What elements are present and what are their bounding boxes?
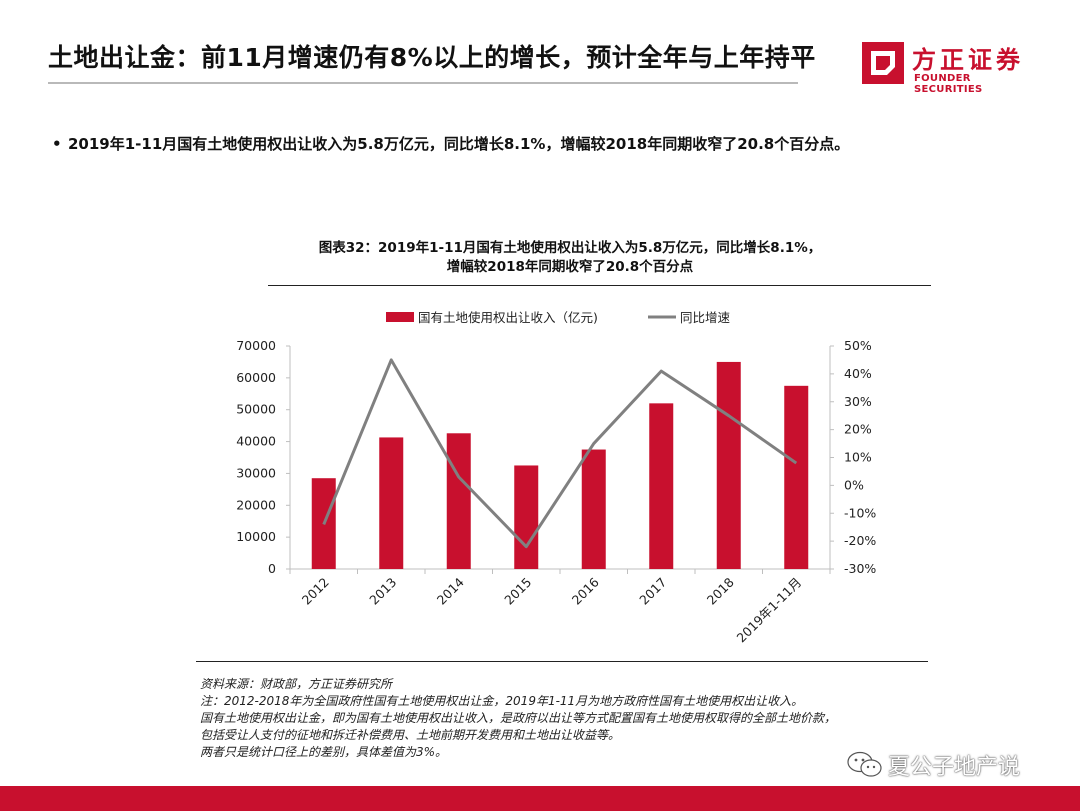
bar	[514, 465, 539, 569]
note-line: 包括受让人支付的征地和拆迁补偿费用、土地前期开发费用和土地出让收益等。	[200, 728, 621, 742]
left-tick-label: 60000	[236, 370, 276, 385]
legend-bar-label: 国有土地使用权出让收入（亿元)	[418, 310, 598, 325]
bar	[784, 385, 809, 569]
bar	[446, 433, 471, 569]
line-series	[322, 358, 798, 549]
x-tick-label: 2017	[636, 575, 669, 608]
x-tick-label: 2019年1-11月	[734, 575, 805, 646]
left-tick-label: 40000	[236, 434, 276, 449]
chart-top-rule	[268, 285, 931, 286]
legend-line-label: 同比增速	[680, 310, 731, 325]
right-tick-label: -30%	[844, 561, 876, 576]
right-tick-label: -10%	[844, 505, 876, 520]
logo-chinese-name: 方正证券	[912, 46, 1024, 74]
legend-bar-swatch	[386, 312, 414, 322]
right-tick-label: 50%	[844, 338, 872, 353]
source-notes: 资料来源：财政部，方正证券研究所 注：2012-2018年为全国政府性国有土地使…	[200, 676, 836, 761]
right-tick-label: 40%	[844, 366, 872, 381]
bar	[716, 361, 741, 569]
chart-title-line-2: 增幅较2018年同期收窄了20.8个百分点	[446, 259, 694, 275]
growth-line	[322, 358, 798, 549]
bar	[379, 437, 404, 569]
left-tick-label: 10000	[236, 529, 276, 544]
chart-bottom-rule	[196, 661, 928, 662]
left-tick-label: 50000	[236, 402, 276, 417]
bullet-marker: •	[52, 135, 62, 153]
summary-bullet: • 2019年1-11月国有土地使用权出让收入为5.8万亿元，同比增长8.1%，增…	[52, 133, 849, 154]
note-line: 国有土地使用权出让金，即为国有土地使用权出让收入，是政府以出让等方式配置国有土地…	[200, 711, 837, 725]
bar	[649, 403, 674, 569]
x-tick-label: 2018	[704, 574, 737, 607]
x-tick-label: 2015	[501, 575, 534, 608]
left-tick-label: 30000	[236, 465, 276, 480]
right-tick-label: 20%	[844, 422, 872, 437]
bullet-text: 2019年1-11月国有土地使用权出让收入为5.8万亿元，同比增长8.1%，增幅…	[68, 135, 850, 153]
right-tick-label: 0%	[844, 477, 864, 492]
x-tick-label: 2013	[366, 575, 399, 608]
founder-securities-logo: 方正证券 FOUNDER SECURITIES	[862, 40, 1042, 95]
page-title: 土地出让金：前11月增速仍有8%以上的增长，预计全年与上年持平	[48, 43, 816, 72]
footer-bar	[0, 786, 1080, 811]
right-tick-label: 10%	[844, 450, 872, 465]
x-tick-label: 2014	[434, 574, 467, 607]
note-line: 注：2012-2018年为全国政府性国有土地使用权出让金，2019年1-11月为…	[200, 694, 804, 708]
wechat-icon	[847, 751, 882, 777]
note-source: 资料来源：财政部，方正证券研究所	[200, 677, 393, 691]
chart-title: 图表32：2019年1-11月国有土地使用权出让收入为5.8万亿元，同比增长8.…	[270, 239, 870, 277]
right-tick-label: 30%	[844, 394, 872, 409]
title-divider	[48, 82, 798, 84]
watermark-text: 夏公子地产说	[888, 755, 1021, 780]
chart-title-line-1: 图表32：2019年1-11月国有土地使用权出让收入为5.8万亿元，同比增长8.…	[318, 240, 822, 256]
bar-series	[311, 361, 809, 569]
note-line: 两者只是统计口径上的差别，具体差值为3%。	[200, 745, 448, 759]
left-tick-label: 70000	[236, 338, 276, 353]
right-tick-label: -20%	[844, 533, 876, 548]
founder-logo-icon	[862, 42, 904, 84]
bar	[581, 449, 606, 569]
x-tick-label: 2016	[569, 574, 602, 607]
left-tick-label: 0	[268, 561, 276, 576]
chart-legend: 国有土地使用权出让收入（亿元) 同比增速	[386, 310, 731, 325]
left-tick-label: 20000	[236, 497, 276, 512]
logo-english-name: FOUNDER SECURITIES	[914, 73, 983, 95]
x-tick-label: 2012	[299, 575, 332, 608]
